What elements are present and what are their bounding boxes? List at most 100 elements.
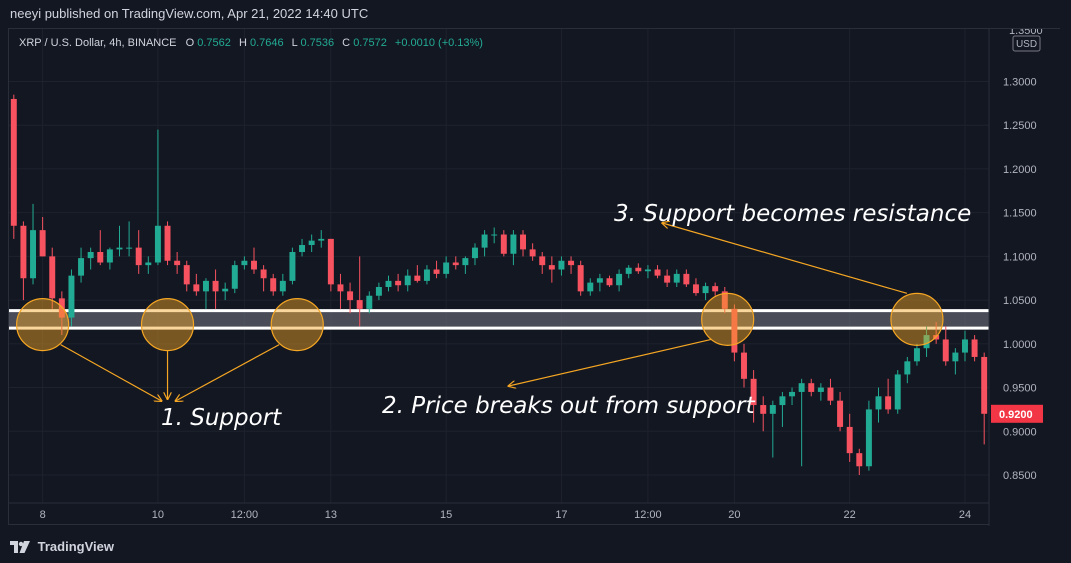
candle [568,256,575,274]
candle [395,273,402,292]
candle [270,273,277,296]
candle-body [644,269,651,272]
candle-body [462,258,469,266]
candle [904,356,911,384]
candle-body [202,280,209,292]
candle-body [587,282,594,292]
candle-body [472,247,478,259]
candle [875,387,882,423]
open-value: 0.7562 [197,37,231,49]
candle-body [913,348,920,362]
candle [827,378,834,406]
candle [606,275,613,287]
currency-badge-box [1012,35,1041,52]
x-tick-label: 8 [40,509,46,521]
open-label: O [186,37,195,49]
candle-body [318,238,325,241]
candle-body [750,378,757,406]
last-price-label: 0.9200 [999,409,1033,421]
candle [885,378,892,414]
low-value: 0.7536 [300,37,334,49]
candle [183,260,190,292]
last-price-badge [991,404,1043,423]
candle [135,230,142,274]
candle-body [577,265,584,292]
candle-body [395,280,402,286]
candle [702,282,709,301]
label-support: 1. Support [161,405,282,431]
x-tick-label: 10 [152,509,164,521]
candle-body [731,308,738,353]
y-tick-label: 0.9500 [1003,383,1037,395]
candle [87,247,94,270]
candle-body [808,383,815,392]
candle [404,269,411,292]
close-value: 0.7572 [353,37,387,49]
candle [279,273,286,296]
y-tick-label: 1.1000 [1003,251,1037,263]
candle [337,273,344,309]
candle [808,378,815,397]
candle-body [452,262,459,266]
candle-body [366,295,373,309]
y-tick-label: 1.0500 [1003,295,1037,307]
candlestick-chart[interactable]: 1. Support 2. Price breaks out from suppo… [9,29,1061,526]
candle-body [414,275,421,281]
candle-body [193,284,200,292]
candle [529,243,536,261]
candle [789,387,796,406]
y-tick-label: 1.1500 [1003,208,1037,220]
candle [20,221,27,301]
candle [798,378,805,467]
candle [452,256,459,270]
candle-body [769,405,776,414]
arrow-support-1 [60,344,162,401]
footer: TradingView [10,538,114,556]
candle-body [865,409,872,467]
candle [913,343,920,366]
candle [78,247,85,283]
candle-body [68,275,75,318]
candle-body [548,265,555,270]
candle-body [299,245,306,253]
candle [664,269,671,287]
high-label: H [239,37,247,49]
candle-body [135,247,142,266]
x-tick-label: 20 [728,509,740,521]
candle-body [308,240,315,246]
x-tick-label: 24 [959,509,971,521]
candle [548,256,555,283]
candle [520,230,526,257]
support-zone-layer [9,309,989,330]
candle [462,256,469,274]
candle-body [327,238,334,285]
candle-body [760,405,767,414]
tradingview-logo-icon [10,540,30,553]
candle [923,326,930,357]
candle-body [856,453,863,467]
candle [251,247,257,274]
candle-body [971,339,978,357]
candle-body [683,273,690,285]
candle-body [39,230,46,257]
candle-body [222,288,229,292]
symbol-legend: XRP / U.S. Dollar, 4h, BINANCE O 0.7562 … [19,37,483,49]
candle-body [154,225,161,263]
candle [241,256,248,270]
candle-body [347,291,354,301]
candle [385,275,392,292]
x-tick-label: 15 [440,509,452,521]
candle-body [231,265,238,289]
candle-body [741,352,747,379]
candle [865,400,872,471]
y-tick-label: 1.2000 [1003,164,1037,176]
footer-brand: TradingView [37,539,114,555]
candle [164,221,171,266]
chart-frame[interactable]: 1. Support 2. Price breaks out from suppo… [8,28,1061,526]
candle [126,221,133,257]
candle [97,230,104,266]
candle-body [568,260,575,266]
candle [443,256,450,279]
publisher-line: neeyi published on TradingView.com, Apr … [10,6,369,21]
price-axis: 1.3500 1.3000 1.2500 1.2000 1.1500 1.1000 1.05… [991,29,1043,482]
